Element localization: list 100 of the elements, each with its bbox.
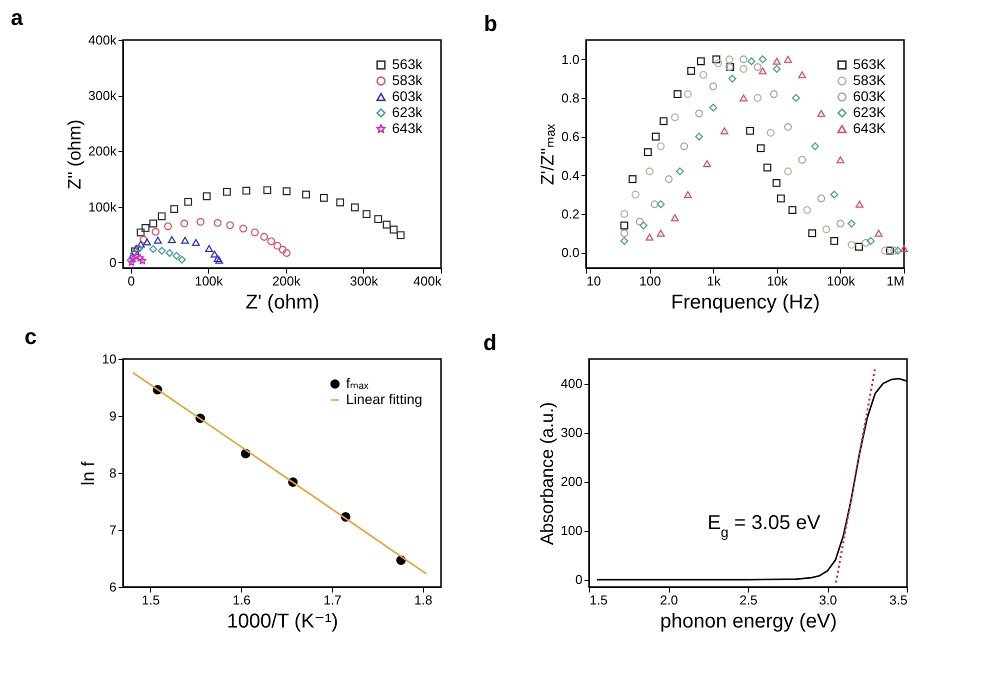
y-tick-label: 0.2 (561, 206, 580, 222)
legend-label: fₘₐₓ (346, 375, 369, 391)
point (149, 220, 158, 228)
point (390, 226, 398, 234)
y-tick-label: 0.0 (561, 245, 580, 260)
x-tick-label: 1.6 (232, 592, 251, 608)
x-tick-label: 10k (766, 274, 788, 288)
point (138, 256, 146, 264)
x-axis-title: Frenquency (Hz) (671, 292, 820, 314)
point (140, 236, 148, 244)
point (132, 252, 140, 260)
x-tick-label: 2.5 (739, 592, 758, 608)
y-tick-label: 7 (109, 522, 116, 538)
x-tick-label: 200k (272, 274, 301, 288)
point (136, 240, 145, 248)
point (205, 245, 214, 252)
x-tick-label: 1.7 (323, 592, 342, 608)
point (192, 238, 200, 246)
chart-title: a (10, 5, 24, 30)
chart-title: c (24, 324, 37, 349)
y-tick-label: 0.4 (561, 168, 580, 183)
y-tick-label: 400k (88, 32, 117, 48)
x-tick-label: 0 (128, 274, 135, 288)
point (166, 249, 174, 257)
chart-title: d (483, 330, 497, 355)
point (282, 249, 291, 257)
point (302, 190, 310, 199)
point (273, 242, 282, 250)
y-tick-label: 8 (109, 466, 116, 480)
legend-label: 563K (853, 56, 886, 72)
x-tick-label: 300k (350, 274, 379, 288)
point (168, 236, 176, 244)
legend-label: 583k (392, 72, 424, 88)
x-tick-label: 1.5 (590, 592, 608, 608)
point (180, 220, 188, 228)
point (136, 228, 145, 236)
y-tick-label: 10 (102, 352, 116, 366)
point (239, 224, 248, 232)
y-tick-label: 300k (88, 88, 117, 104)
y-tick-label: 0 (109, 254, 116, 270)
y-tick-label: 100k (88, 199, 117, 214)
point (149, 245, 158, 254)
point (260, 232, 268, 241)
point (214, 219, 222, 227)
x-tick-label: 1k (706, 274, 722, 288)
point (278, 246, 287, 254)
point (158, 246, 166, 255)
y-tick-label: 0 (575, 572, 582, 588)
y-tick-label: 200k (88, 144, 117, 159)
y-tick-label: 0.8 (561, 90, 580, 106)
x-tick-label: 100k (826, 274, 856, 288)
point (184, 198, 192, 206)
point (396, 231, 405, 240)
point (143, 238, 151, 246)
legend-label: 623k (392, 104, 424, 120)
y-tick-label: 1.0 (561, 52, 580, 67)
legend-label: Linear fitting (346, 391, 422, 407)
chart-title: b (484, 11, 498, 36)
x-tick-label: 1.5 (142, 592, 160, 608)
y-axis-title: Z'' (ohm) (64, 120, 84, 190)
point (164, 222, 172, 230)
x-tick-label: 1M (886, 274, 904, 288)
point (374, 215, 382, 224)
point (362, 210, 370, 218)
point (202, 192, 211, 200)
legend-label: 603k (392, 88, 424, 104)
point (158, 212, 166, 220)
y-tick-label: 200 (560, 474, 582, 490)
y-tick-label: 100 (560, 523, 582, 538)
legend-label: 643K (853, 120, 886, 136)
x-tick-label: 3.0 (818, 592, 838, 608)
point (136, 254, 144, 262)
point (320, 194, 328, 202)
point (181, 236, 190, 244)
y-axis-title: Absorbance (a.u.) (536, 402, 557, 546)
x-tick-label: 1.8 (414, 592, 432, 608)
x-tick-label: 100k (194, 274, 224, 288)
y-tick-label: 6 (109, 580, 116, 594)
x-tick-label: 100 (639, 274, 661, 288)
x-axis-title: phonon energy (eV) (660, 610, 837, 632)
x-tick-label: 10 (586, 274, 601, 288)
point (154, 236, 162, 244)
point (222, 188, 231, 196)
point (152, 228, 160, 236)
point (210, 250, 218, 258)
point (170, 205, 178, 214)
x-tick-label: 3.5 (889, 592, 908, 608)
x-axis-title: 1000/T (K⁻¹) (226, 610, 338, 632)
y-tick-label: 400 (560, 376, 582, 392)
y-tick-label: 300 (560, 425, 582, 440)
point (172, 252, 180, 260)
legend-label: 583K (853, 72, 886, 88)
y-axis-title: Z'/Z''ₘₐₓ (537, 124, 558, 186)
point (242, 186, 250, 195)
point (382, 220, 391, 229)
point (267, 237, 276, 246)
point (142, 224, 150, 232)
y-axis-title: ln f (78, 460, 98, 486)
point (178, 256, 186, 264)
point (250, 228, 259, 236)
